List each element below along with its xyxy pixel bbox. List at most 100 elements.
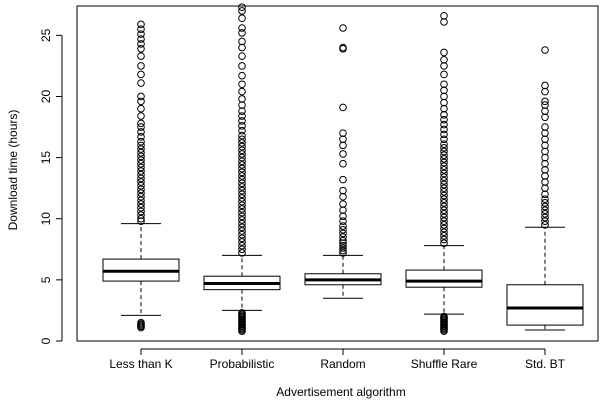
boxes-layer: [102, 3, 584, 336]
outlier-point: [238, 52, 246, 60]
outlier-point: [137, 192, 145, 201]
outlier-point: [339, 249, 347, 257]
outlier-point: [440, 188, 448, 196]
outlier-point: [238, 150, 246, 158]
outlier-point: [339, 244, 347, 252]
outlier-point: [339, 206, 347, 214]
outlier-point: [440, 151, 448, 159]
outlier-point: [137, 92, 145, 101]
outlier-point: [541, 107, 549, 115]
outlier-point: [339, 222, 347, 230]
outlier-point: [440, 239, 448, 247]
outlier-point: [440, 166, 448, 174]
x-tick-label: Shuffle Rare: [411, 357, 478, 371]
y-tick-label: 25: [39, 28, 53, 42]
outlier-point: [238, 241, 246, 250]
outlier-point: [440, 111, 448, 119]
outlier-point: [238, 172, 246, 180]
outlier-point: [541, 172, 549, 180]
outlier-point: [137, 141, 145, 150]
outlier-point: [137, 137, 145, 146]
outlier-point: [137, 40, 145, 48]
box-group: [506, 46, 584, 331]
outlier-point: [440, 195, 448, 203]
outlier-point: [238, 223, 246, 232]
outlier-point: [440, 235, 448, 244]
outlier-point: [339, 150, 347, 158]
outlier-point: [440, 18, 448, 26]
outlier-point: [238, 24, 246, 32]
outlier-point: [440, 173, 448, 181]
outlier-point: [440, 206, 448, 214]
outlier-point: [238, 112, 246, 120]
outlier-point: [440, 232, 448, 240]
outlier-point: [137, 207, 145, 216]
outlier-point: [339, 129, 347, 137]
outlier-point: [238, 135, 246, 144]
outlier-point: [440, 86, 448, 95]
outlier-point: [339, 175, 347, 184]
y-axis-title: Download time (hours): [6, 110, 20, 231]
x-axis-title: Advertisement algorithm: [276, 385, 405, 399]
outlier-point: [339, 200, 347, 208]
outlier-point: [238, 43, 246, 52]
outlier-point: [339, 233, 347, 241]
outlier-point: [339, 236, 347, 245]
outlier-point: [137, 156, 145, 164]
outlier-point: [541, 210, 549, 218]
outlier-point: [339, 103, 347, 112]
outlier-point: [137, 170, 145, 179]
outlier-point: [440, 221, 448, 229]
outlier-point: [238, 245, 246, 254]
box-group: [304, 24, 382, 299]
outlier-point: [238, 234, 246, 243]
outlier-point: [137, 318, 145, 327]
x-axis: Less than K Probabilistic Random Shuffle Ra…: [109, 348, 566, 371]
outlier-point: [440, 155, 448, 163]
outlier-point: [440, 162, 448, 170]
outlier-point: [541, 87, 549, 96]
outlier-point: [339, 43, 347, 52]
y-tick-label: 10: [39, 212, 53, 226]
box-group: [102, 20, 180, 332]
outlier-point: [339, 141, 347, 150]
outlier-point: [440, 55, 448, 64]
outlier-point: [440, 224, 448, 233]
outlier-point: [137, 152, 145, 161]
outlier-point: [238, 190, 246, 199]
outlier-point: [137, 79, 145, 87]
outlier-point: [541, 190, 549, 199]
outlier-point: [440, 312, 448, 321]
plot-frame: [76, 5, 599, 342]
outlier-point: [238, 37, 246, 46]
outlier-point: [440, 228, 448, 236]
outlier-point: [238, 309, 246, 317]
outlier-point: [238, 101, 246, 109]
outlier-point: [137, 178, 145, 186]
outlier-point: [137, 70, 145, 79]
outlier-point: [339, 186, 347, 195]
outlier-point: [238, 201, 246, 210]
outlier-point: [541, 135, 549, 144]
outlier-point: [541, 202, 549, 211]
outlier-point: [137, 112, 145, 120]
outlier-point: [440, 217, 448, 225]
outlier-point: [339, 246, 347, 255]
outlier-point: [137, 167, 145, 175]
outlier-point: [541, 217, 549, 225]
outlier-point: [440, 98, 448, 107]
outlier-point: [238, 212, 246, 221]
outlier-point: [440, 80, 448, 89]
outlier-point: [238, 107, 246, 115]
outlier-point: [137, 196, 145, 205]
x-tick-label: Random: [320, 357, 365, 371]
outlier-point: [238, 3, 246, 12]
outlier-point: [440, 140, 448, 148]
outlier-point: [541, 213, 549, 222]
outlier-point: [541, 113, 549, 122]
outlier-point: [238, 197, 246, 206]
outlier-point: [541, 153, 549, 162]
outlier-point: [238, 164, 246, 173]
outlier-point: [440, 115, 448, 124]
outlier-point: [137, 52, 145, 60]
